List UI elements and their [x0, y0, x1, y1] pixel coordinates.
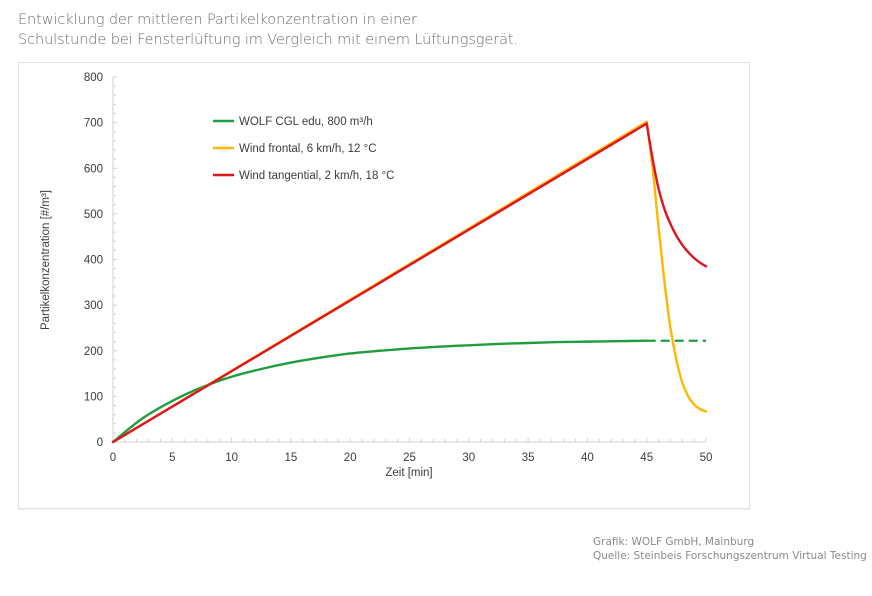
x-tick-label: 45 — [640, 452, 653, 464]
legend-item: WOLF CGL edu, 800 m³/h — [213, 116, 373, 128]
x-tick-label: 5 — [169, 452, 175, 464]
x-tick-label: 25 — [403, 452, 416, 464]
credits: Grafik: WOLF GmbH, Mainburg Quelle: Stei… — [593, 535, 867, 563]
x-axis: 0 5 10 15 20 25 30 35 40 45 50 — [110, 438, 713, 464]
legend-label: WOLF CGL edu, 800 m³/h — [239, 116, 373, 128]
legend-item: Wind frontal, 6 km/h, 12 °C — [213, 143, 377, 155]
y-tick-label: 700 — [84, 118, 103, 130]
legend-item: Wind tangential, 2 km/h, 18 °C — [213, 170, 394, 182]
credit-source: Quelle: Steinbeis Forschungszentrum Virt… — [593, 550, 867, 562]
legend-label: Wind frontal, 6 km/h, 12 °C — [239, 143, 377, 155]
x-tick-label: 30 — [462, 452, 475, 464]
x-tick-label: 40 — [581, 452, 594, 464]
x-tick-label: 35 — [522, 452, 535, 464]
y-axis-label: Partikelkonzentration [#/m³] — [40, 190, 52, 330]
legend-label: Wind tangential, 2 km/h, 18 °C — [239, 170, 394, 182]
y-tick-label: 400 — [84, 255, 103, 267]
y-tick-label: 200 — [84, 346, 103, 358]
data-series — [111, 120, 708, 444]
y-tick-label: 0 — [97, 437, 103, 449]
y-tick-label: 800 — [84, 72, 103, 84]
credit-graphic: Grafik: WOLF GmbH, Mainburg — [593, 536, 755, 548]
series-line-wind-frontal-6-km-h-12-c — [111, 120, 708, 444]
series-line-wolf-cgl-edu-800-m-h — [111, 339, 648, 444]
y-tick-label: 100 — [84, 391, 103, 403]
chart-title: Entwicklung der mittleren Partikelkonzen… — [18, 10, 518, 50]
x-tick-label: 50 — [700, 452, 713, 464]
x-axis-label: Zeit [min] — [385, 467, 432, 479]
chart-frame — [18, 62, 750, 509]
x-tick-label: 10 — [225, 452, 238, 464]
x-tick-label: 20 — [344, 452, 357, 464]
y-axis: 0 100 200 300 400 500 600 700 800 — [84, 72, 117, 449]
x-tick-label: 15 — [285, 452, 298, 464]
chart-title-line-1: Entwicklung der mittleren Partikelkonzen… — [18, 12, 417, 28]
legend: WOLF CGL edu, 800 m³/h Wind frontal, 6 km… — [213, 116, 394, 182]
y-tick-label: 300 — [84, 300, 103, 312]
series-line-wind-tangential-2-km-h-18-c — [111, 122, 708, 444]
y-tick-label: 500 — [84, 209, 103, 221]
y-tick-label: 600 — [84, 163, 103, 175]
chart-title-line-2: Schulstunde bei Fensterlüftung im Vergle… — [18, 32, 518, 48]
x-tick-label: 0 — [110, 452, 116, 464]
